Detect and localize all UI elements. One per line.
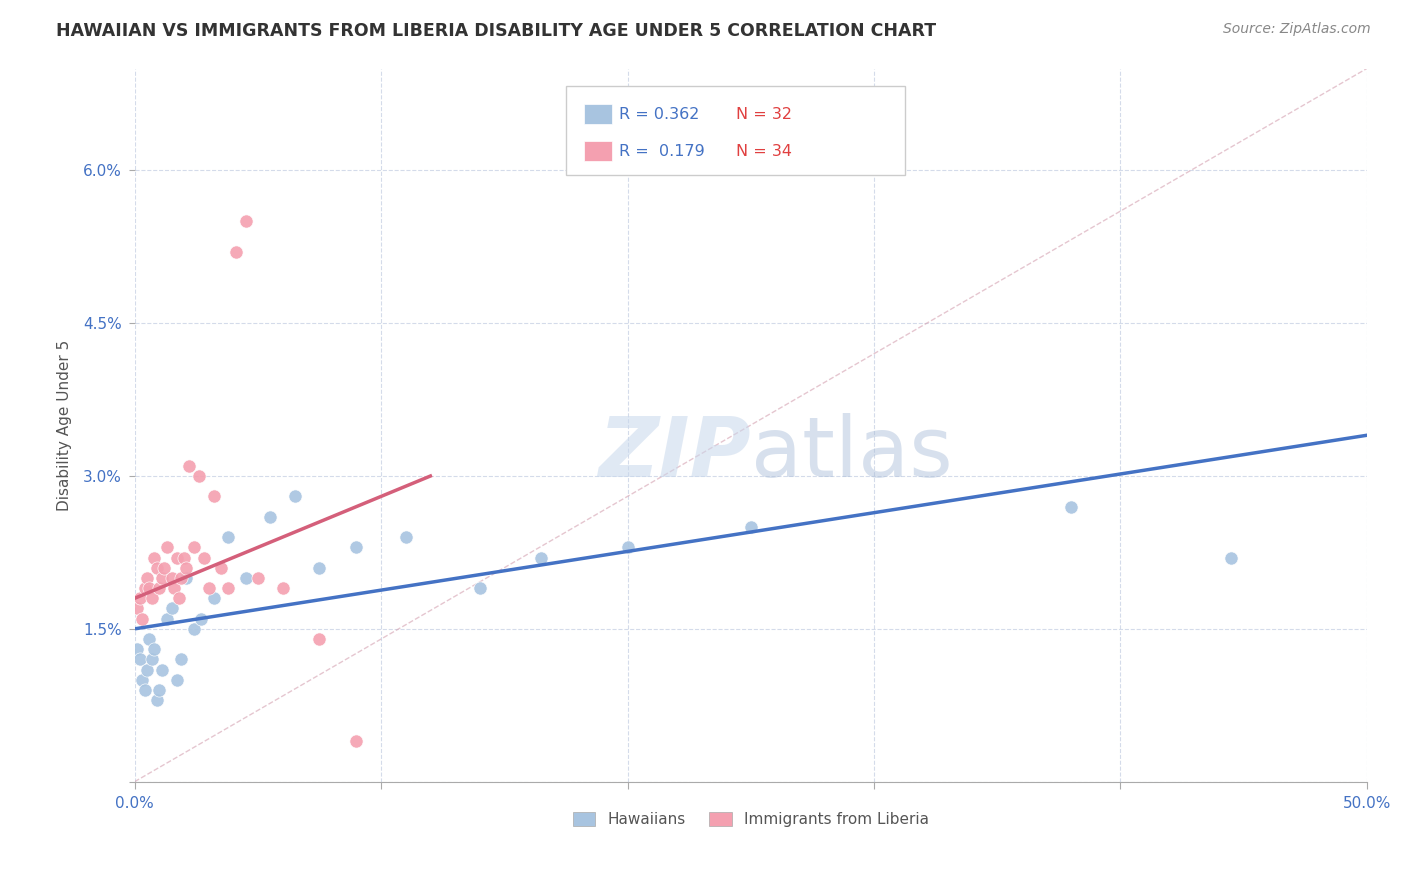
Point [173,550,195,565]
Point [235,571,257,585]
Point [209,560,232,574]
Text: R = 0.362: R = 0.362 [619,107,699,121]
Point [146,693,169,707]
Point [134,581,156,595]
Text: Source: ZipAtlas.com: Source: ZipAtlas.com [1223,22,1371,37]
Point [160,601,183,615]
Point [131,673,153,687]
Point [127,642,149,657]
Point [163,581,186,595]
Point [143,642,166,657]
Point [259,509,281,524]
Point [177,458,200,473]
Point [530,550,553,565]
Point [138,632,160,646]
Point [183,541,205,555]
Point [156,541,179,555]
Point [170,571,193,585]
Point [190,612,212,626]
Point [183,622,205,636]
Point [136,571,159,585]
Point [346,734,368,748]
Y-axis label: Disability Age Under 5: Disability Age Under 5 [58,340,72,511]
Point [166,550,188,565]
Point [308,632,330,646]
Text: HAWAIIAN VS IMMIGRANTS FROM LIBERIA DISABILITY AGE UNDER 5 CORRELATION CHART: HAWAIIAN VS IMMIGRANTS FROM LIBERIA DISA… [56,22,936,40]
Point [146,560,169,574]
Point [225,244,247,259]
Point [197,581,219,595]
Text: N = 32: N = 32 [735,107,792,121]
Point [138,581,160,595]
Point [153,560,176,574]
Point [176,571,198,585]
Text: R =  0.179: R = 0.179 [619,144,704,159]
Point [346,541,368,555]
Point [148,581,170,595]
Text: ZIP: ZIP [598,413,751,494]
Point [1060,500,1083,514]
Point [235,214,257,228]
Point [143,550,166,565]
Point [193,550,215,565]
Point [148,683,170,698]
Point [616,541,638,555]
Bar [585,104,612,124]
Point [160,571,183,585]
Point [131,612,153,626]
Text: N = 34: N = 34 [735,144,792,159]
Point [156,612,179,626]
Point [468,581,491,595]
Point [176,560,198,574]
Point [166,673,188,687]
Text: atlas: atlas [751,413,952,494]
Point [740,520,762,534]
Point [217,581,239,595]
Point [136,663,159,677]
Point [141,591,163,606]
Point [271,581,294,595]
Point [167,591,190,606]
Point [128,652,150,666]
Bar [585,141,612,161]
Point [150,663,173,677]
Point [308,560,330,574]
Legend: Hawaiians, Immigrants from Liberia: Hawaiians, Immigrants from Liberia [565,805,936,835]
FancyBboxPatch shape [567,87,904,176]
Point [127,601,149,615]
Point [134,683,156,698]
Point [128,591,150,606]
Point [395,530,418,544]
Point [187,469,209,483]
Point [141,652,163,666]
Point [202,591,225,606]
Point [202,490,225,504]
Point [217,530,239,544]
Point [1220,550,1243,565]
Point [170,652,193,666]
Point [284,490,307,504]
Point [246,571,269,585]
Point [150,571,173,585]
